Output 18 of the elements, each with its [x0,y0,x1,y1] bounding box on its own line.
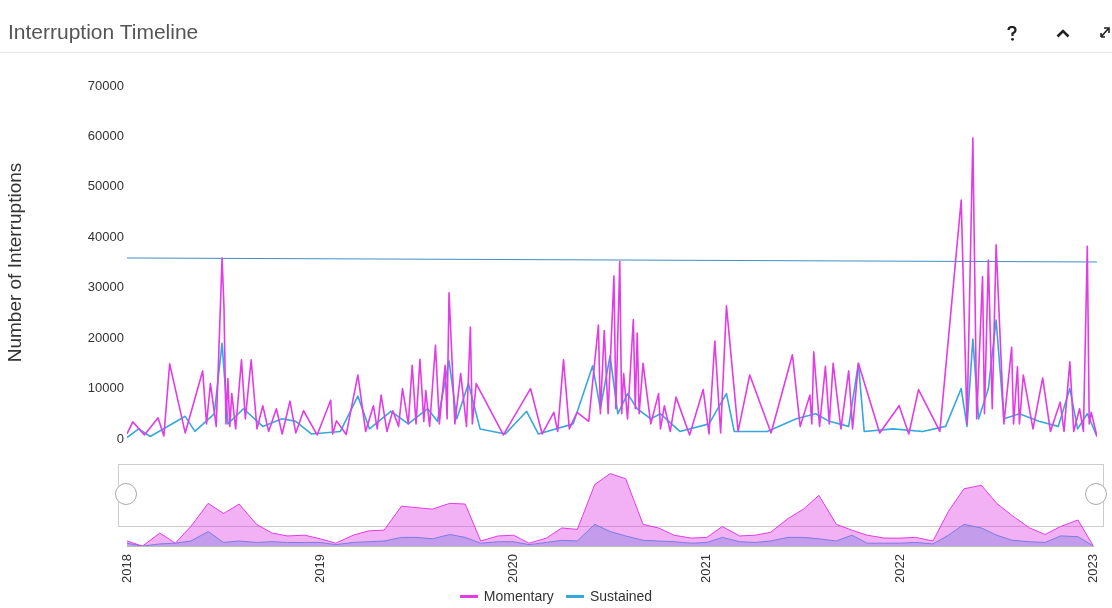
x-tick-label: 2019 [311,554,327,583]
y-tick-label: 0 [116,430,124,446]
y-axis-title: Number of Interruptions [3,162,25,363]
legend-label: Sustained [589,588,653,604]
x-tick-label: 2020 [505,554,521,583]
y-tick-label: 10000 [87,380,124,396]
y-tick-label: 20000 [87,329,124,345]
x-tick-label: 2022 [891,554,907,583]
legend-label: Momentary [483,588,554,604]
y-tick-label: 30000 [87,279,124,295]
y-tick-label: 70000 [87,77,124,93]
x-tick-label: 2021 [698,554,714,583]
x-tick-label: 2018 [118,554,134,583]
y-tick-label: 60000 [87,128,124,144]
x-tick-label: 2023 [1084,554,1100,583]
y-tick-label: 40000 [87,228,124,244]
y-tick-label: 50000 [87,178,124,194]
chart-title: Interruption Timeline [8,20,199,44]
